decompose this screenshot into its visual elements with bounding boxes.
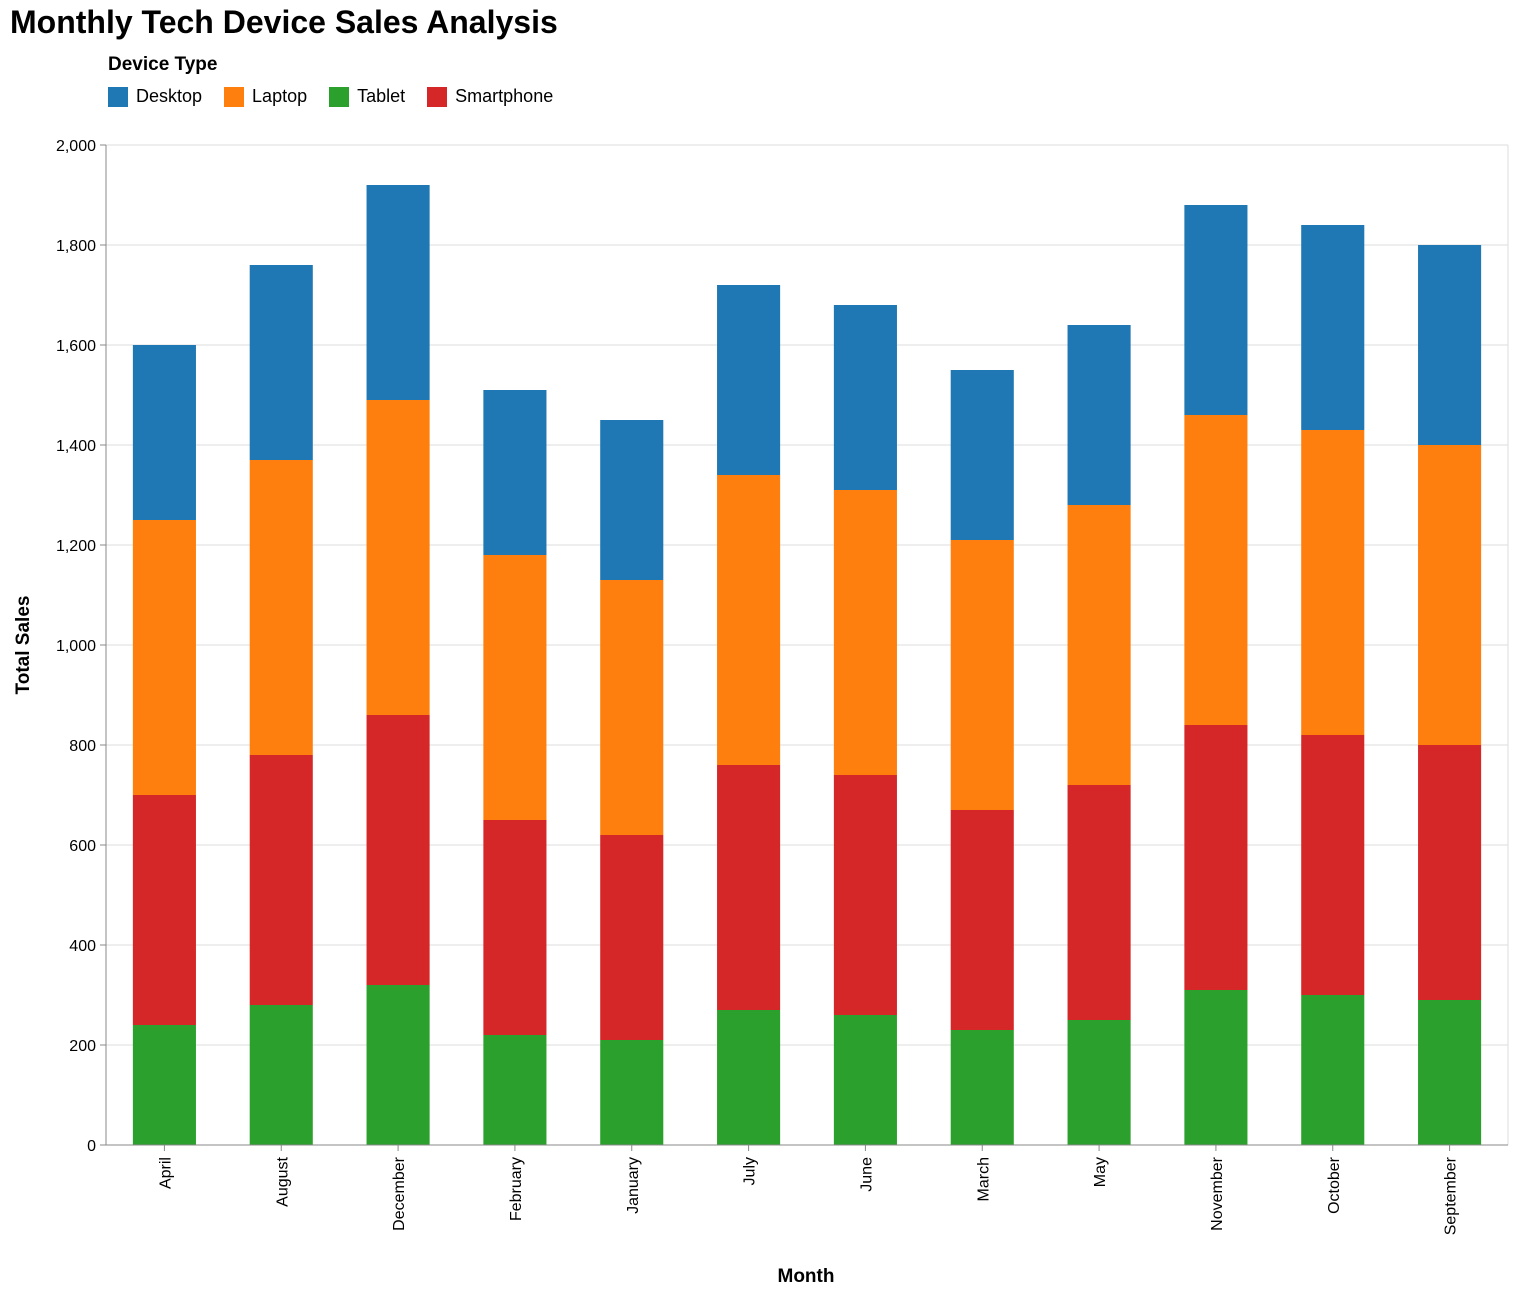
x-tick-label: September [1443, 1156, 1460, 1235]
legend-swatch [108, 86, 128, 107]
x-tick-label: July [742, 1157, 759, 1185]
y-tick-label: 600 [69, 838, 96, 855]
bar-laptop-october[interactable] [1301, 430, 1365, 735]
bar-smartphone-march[interactable] [950, 810, 1014, 1030]
bar-tablet-september[interactable] [1418, 1000, 1482, 1145]
bar-smartphone-may[interactable] [1067, 785, 1131, 1020]
bar-laptop-january[interactable] [600, 580, 664, 835]
y-tick-label: 1,400 [56, 438, 96, 455]
bar-laptop-april[interactable] [132, 520, 196, 795]
legend-swatch [224, 86, 245, 107]
x-tick-label: February [508, 1157, 525, 1221]
x-tick-label: January [625, 1157, 642, 1214]
y-tick-label: 800 [69, 738, 96, 755]
bar-desktop-august[interactable] [249, 265, 313, 460]
bar-laptop-may[interactable] [1067, 505, 1131, 785]
y-tick-label: 1,600 [56, 338, 96, 355]
bar-laptop-june[interactable] [833, 490, 897, 775]
legend-items: Desktop Laptop Tablet Smartphone [108, 86, 575, 107]
bar-tablet-february[interactable] [483, 1035, 547, 1145]
bar-smartphone-june[interactable] [833, 775, 897, 1015]
x-tick-label: August [274, 1156, 291, 1206]
y-tick-label: 1,800 [56, 238, 96, 255]
bar-smartphone-april[interactable] [132, 795, 196, 1025]
bar-desktop-october[interactable] [1301, 225, 1365, 430]
bar-tablet-december[interactable] [366, 985, 430, 1145]
legend-label: Laptop [252, 86, 308, 106]
grid-layer [106, 144, 1509, 1146]
bar-tablet-october[interactable] [1301, 995, 1365, 1145]
bars-layer [132, 185, 1482, 1145]
bar-smartphone-october[interactable] [1301, 735, 1365, 995]
y-axis-title: Total Sales [13, 596, 34, 695]
legend-title: Device Type [108, 54, 218, 75]
bar-desktop-april[interactable] [132, 345, 196, 520]
bar-smartphone-july[interactable] [717, 765, 781, 1010]
legend-label: Tablet [357, 86, 406, 106]
chart-title: Monthly Tech Device Sales Analysis [10, 4, 558, 40]
legend-label: Smartphone [455, 86, 554, 106]
x-tick-label: May [1092, 1157, 1109, 1187]
axes-layer: 0 200 400 600 800 1,000 1,200 1,400 1,600 1,800 2,… [56, 138, 1508, 1235]
bar-smartphone-january[interactable] [600, 835, 664, 1040]
bar-desktop-november[interactable] [1184, 205, 1248, 415]
y-tick-label: 400 [69, 938, 96, 955]
y-tick-label: 0 [87, 1138, 96, 1155]
bar-laptop-december[interactable] [366, 400, 430, 715]
legend-swatch [329, 86, 350, 107]
bar-desktop-december[interactable] [366, 185, 430, 400]
bar-smartphone-august[interactable] [249, 755, 313, 1005]
x-tick-label: November [1209, 1156, 1226, 1230]
bar-laptop-november[interactable] [1184, 415, 1248, 725]
bar-desktop-june[interactable] [833, 305, 897, 490]
y-tick-label: 1,200 [56, 538, 96, 555]
bar-laptop-september[interactable] [1418, 445, 1482, 745]
bar-tablet-june[interactable] [833, 1015, 897, 1145]
bar-desktop-may[interactable] [1067, 325, 1131, 505]
bar-tablet-july[interactable] [717, 1010, 781, 1145]
x-tick-label: December [391, 1156, 408, 1230]
legend-item-desktop[interactable]: Desktop [108, 86, 202, 107]
bar-tablet-march[interactable] [950, 1030, 1014, 1145]
bar-smartphone-september[interactable] [1418, 745, 1482, 1000]
bar-desktop-july[interactable] [717, 285, 781, 475]
legend-item-smartphone[interactable]: Smartphone [427, 86, 553, 107]
bar-tablet-may[interactable] [1067, 1020, 1131, 1145]
bar-desktop-january[interactable] [600, 420, 664, 580]
bar-smartphone-december[interactable] [366, 715, 430, 985]
bar-tablet-november[interactable] [1184, 990, 1248, 1145]
legend-item-laptop[interactable]: Laptop [224, 86, 307, 107]
bar-tablet-april[interactable] [132, 1025, 196, 1145]
bar-desktop-march[interactable] [950, 370, 1014, 540]
y-tick-label: 200 [69, 1038, 96, 1055]
x-axis-title: Month [778, 1266, 835, 1287]
bar-laptop-february[interactable] [483, 555, 547, 820]
bar-smartphone-november[interactable] [1184, 725, 1248, 990]
legend-item-tablet[interactable]: Tablet [329, 86, 405, 107]
bar-tablet-august[interactable] [249, 1005, 313, 1145]
legend-label: Desktop [136, 86, 203, 106]
bar-tablet-january[interactable] [600, 1040, 664, 1145]
y-tick-label: 1,000 [56, 638, 96, 655]
bar-laptop-march[interactable] [950, 540, 1014, 810]
bar-desktop-september[interactable] [1418, 245, 1482, 445]
x-tick-label: October [1326, 1156, 1343, 1214]
x-tick-label: April [157, 1157, 174, 1189]
bar-smartphone-february[interactable] [483, 820, 547, 1035]
x-tick-label: June [858, 1157, 875, 1192]
x-tick-label: March [975, 1157, 992, 1201]
bar-laptop-july[interactable] [717, 475, 781, 765]
legend: Device Type Desktop Laptop Tablet Smartphon… [108, 54, 575, 107]
y-tick-label: 2,000 [56, 138, 96, 155]
bar-desktop-february[interactable] [483, 390, 547, 555]
bar-laptop-august[interactable] [249, 460, 313, 755]
legend-swatch [427, 86, 448, 107]
